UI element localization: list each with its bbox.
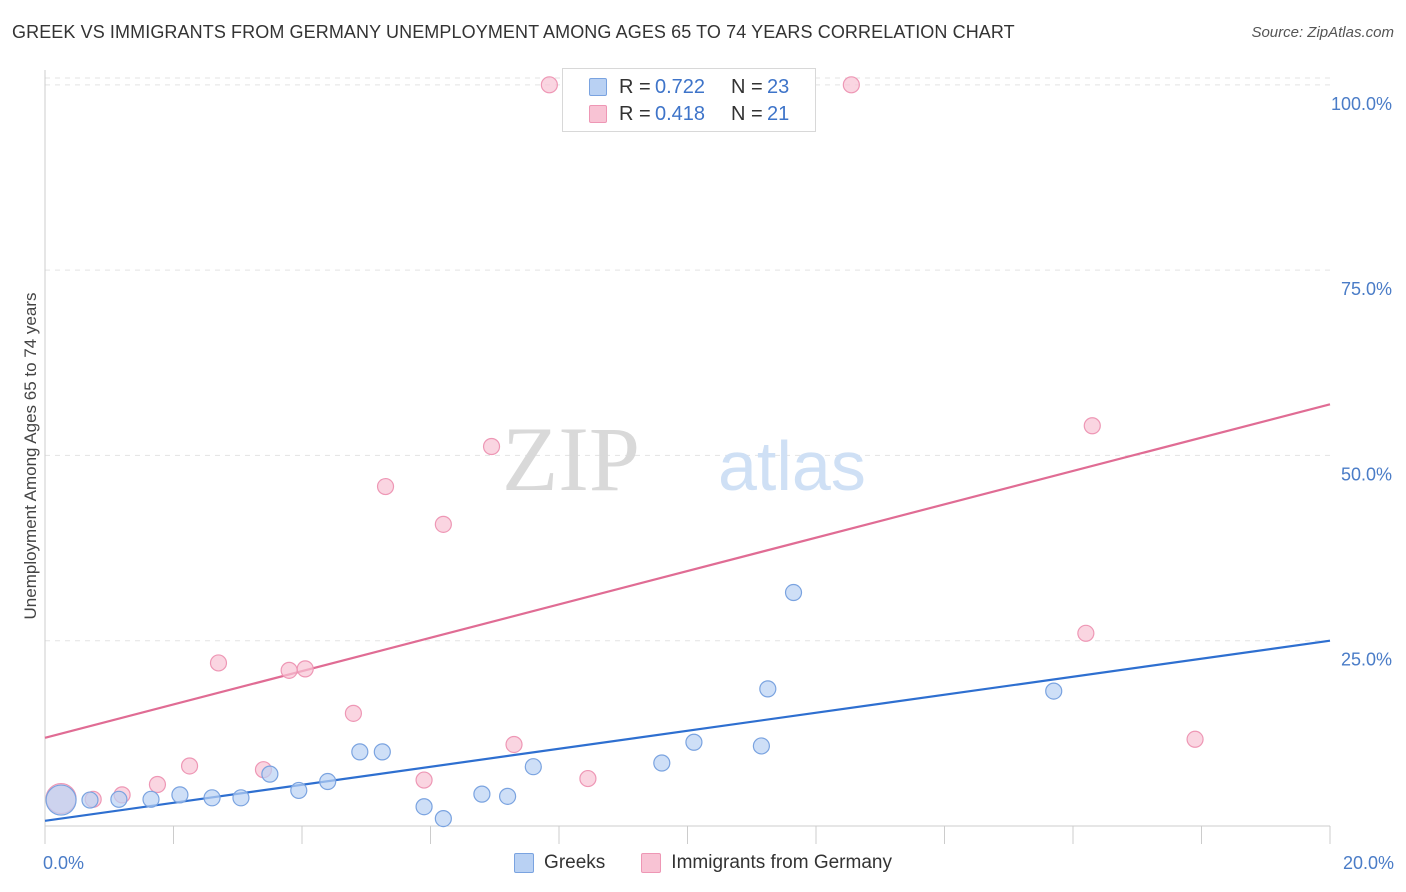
greeks-point [319,772,337,791]
greeks-legend-label: Greeks [544,852,606,873]
germany-point [280,661,298,679]
germany-point [148,775,167,794]
legend-item-germany[interactable]: Immigrants from Germany [641,852,892,874]
axes [44,70,1331,844]
greeks-point [415,798,433,816]
greeks-point [261,765,279,783]
greeks-point [81,791,99,809]
y-tick-label: 25.0% [1341,650,1392,670]
greeks-point [373,743,391,761]
greeks-point [203,789,221,807]
watermark-zip: ZIP [502,408,640,510]
data-points [45,76,1204,828]
germany-point [209,654,228,672]
greeks-point [110,790,128,808]
germany-point [842,76,860,94]
germany-point [415,771,433,789]
r-label: R = [619,75,651,98]
chart-title: GREEK VS IMMIGRANTS FROM GERMANY UNEMPLO… [12,22,1015,42]
y-tick-label: 100.0% [1331,94,1392,114]
greeks-point [232,789,250,807]
greeks-point [653,754,671,772]
germany-point [505,735,523,754]
germany-point [376,477,395,496]
germany-legend-label: Immigrants from Germany [671,852,892,873]
tick-labels: 25.0% 50.0% 75.0% 100.0% 0.0% 20.0% [43,94,1394,873]
grid-lines [45,77,1330,642]
greeks-point [434,809,452,828]
r-label: R = [619,102,651,125]
greeks-point [142,790,160,808]
y-tick-label: 75.0% [1341,279,1392,299]
greeks-point [290,781,308,800]
germany-r-value: 0.418 [655,102,706,125]
x-tick-label: 20.0% [1343,853,1394,873]
greeks-trend-line [44,639,1331,822]
n-label: N = [731,102,763,125]
germany-point [540,76,558,94]
germany-point [296,660,314,678]
stats-legend: R = 0.722 N = 23 R = 0.418 N = 21 [562,68,816,132]
series-legend: Greeks Immigrants from Germany [0,852,1406,874]
greeks-legend-swatch [514,853,535,873]
germany-point [1186,730,1204,748]
germany-point [579,769,597,788]
greeks-point [171,786,189,804]
greeks-point [473,785,491,803]
y-tick-label: 50.0% [1341,464,1392,484]
source-label: Source: ZipAtlas.com [1251,24,1394,41]
greeks-r-value: 0.722 [655,75,706,98]
legend-row-germany: R = 0.418 N = 21 [563,100,789,128]
greeks-point [351,743,369,761]
germany-legend-swatch [641,853,662,873]
greeks-point [759,680,777,698]
greeks-point [784,583,803,602]
germany-n-value: 21 [767,102,790,125]
germany-point [1077,624,1095,642]
germany-point [180,757,199,775]
legend-item-greeks[interactable]: Greeks [514,852,605,874]
watermark: ZIP atlas [502,408,866,510]
germany-swatch [589,105,607,123]
y-axis-label: Unemployment Among Ages 65 to 74 years [21,293,40,620]
germany-point [482,437,501,456]
trend-lines [44,403,1331,822]
n-label: N = [731,75,763,98]
greeks-point [499,787,517,805]
greeks-point [752,737,770,755]
greeks-swatch [589,78,607,96]
greeks-point [1045,682,1063,700]
germany-point [1083,417,1101,435]
legend-row-greeks: R = 0.722 N = 23 [563,73,789,101]
germany-trend-line [44,403,1331,739]
greeks-point [45,784,77,816]
watermark-atlas: atlas [718,427,866,505]
greeks-point [524,758,542,776]
x-tick-label: 0.0% [43,853,84,873]
germany-point [344,704,362,722]
greeks-n-value: 23 [767,75,790,98]
germany-point [434,515,452,533]
greeks-point [685,733,703,751]
